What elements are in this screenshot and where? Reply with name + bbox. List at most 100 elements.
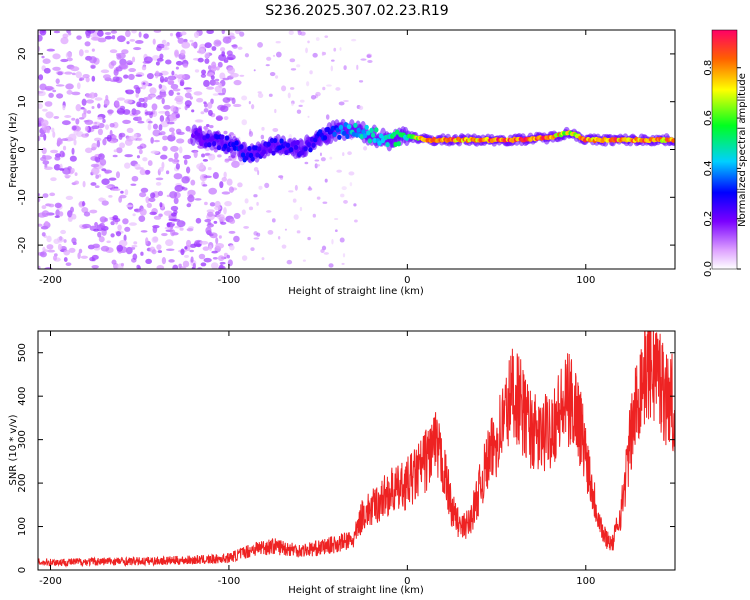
signal-core [284,149,289,156]
noise-blob [38,34,43,42]
noise-blob [120,190,124,194]
noise-blob [176,31,181,39]
noise-blob [206,223,214,228]
noise-blob [133,109,141,115]
noise-blob [81,133,89,138]
noise-blob [241,95,248,101]
noise-blob [155,70,160,77]
y-tick-label: 20 [17,48,28,61]
noise-blob [71,117,76,121]
noise-blob [53,30,61,34]
noise-blob [48,203,55,208]
signal-core [345,133,350,140]
signal-core [234,140,239,146]
noise-blob [204,58,210,64]
noise-blob [218,265,226,269]
noise-blob [219,261,226,265]
noise-blob [237,182,243,188]
noise-blob [226,254,230,259]
noise-blob [160,154,168,160]
noise-blob [196,97,204,103]
noise-blob [118,196,123,203]
signal-core [374,127,379,133]
noise-blob [149,87,157,95]
noise-blob [82,200,86,207]
noise-blob [190,179,196,186]
noise-blob [224,159,230,163]
noise-blob [215,242,225,249]
signal-core [377,140,382,146]
noise-blob [41,205,47,210]
noise-blob [68,31,72,36]
noise-blob [241,209,246,215]
noise-blob [275,41,281,44]
signal-core [272,137,278,144]
noise-blob [38,135,41,142]
noise-blob [185,125,191,132]
signal-core [292,140,297,146]
noise-blob [132,213,136,217]
noise-blob [155,181,162,186]
noise-blob [65,83,74,90]
noise-blob [204,52,210,59]
colorbar-gradient [711,29,738,270]
noise-blob [209,202,216,207]
y-tick-label: -20 [17,237,28,253]
signal-core [211,141,217,147]
noise-blob [253,69,256,72]
noise-blob [52,131,56,138]
noise-blob [151,236,159,243]
noise-blob [261,257,265,261]
noise-blob [202,246,210,251]
noise-blob [38,265,41,269]
noise-blob [198,253,206,260]
noise-blob [131,244,138,248]
noise-blob [174,49,179,57]
noise-blob [290,68,297,71]
noise-blob [173,173,183,180]
noise-blob [64,71,73,75]
noise-blob [41,55,45,59]
noise-blob [91,105,95,109]
noise-blob [162,135,168,141]
spectrogram-x-label: Height of straight line (km) [288,286,424,297]
snr-y-label: SNR (10 * v/v) [8,414,19,485]
noise-blob [82,223,91,229]
noise-blob [200,262,207,267]
noise-blob [172,88,181,92]
spectrogram-x-ticks: -200 -100 0 100 [39,30,595,286]
noise-blob [114,100,120,107]
noise-blob [116,35,126,43]
noise-blob [112,76,120,82]
snr-x-label: Height of straight line (km) [288,585,424,596]
noise-blob [220,221,227,225]
noise-blob [284,228,287,231]
noise-blob [231,160,240,168]
signal-core [279,138,284,144]
noise-blob [233,79,242,86]
noise-blob [203,108,209,113]
signal-core [210,135,215,142]
noise-blob [196,163,205,170]
noise-blob [182,63,189,68]
noise-blob [367,59,373,64]
signal-core [356,127,361,133]
noise-blob [261,126,265,131]
noise-blob [116,97,126,101]
noise-blob [221,50,225,57]
noise-blob [115,171,121,179]
colorbar: 0.0 0.2 0.4 0.6 0.8 Normalized spectral ampl… [703,29,748,277]
noise-blob [81,98,87,106]
noise-blob [170,229,176,237]
noise-blob [334,229,338,233]
noise-blob [274,108,277,114]
noise-blob [133,84,140,90]
noise-blob [137,265,142,269]
signal-core [205,133,210,139]
noise-blob [63,257,68,263]
noise-blob [195,217,202,224]
noise-blob [184,100,192,107]
noise-blob [214,200,221,208]
noise-blob [340,193,345,198]
noise-blob [176,74,186,79]
